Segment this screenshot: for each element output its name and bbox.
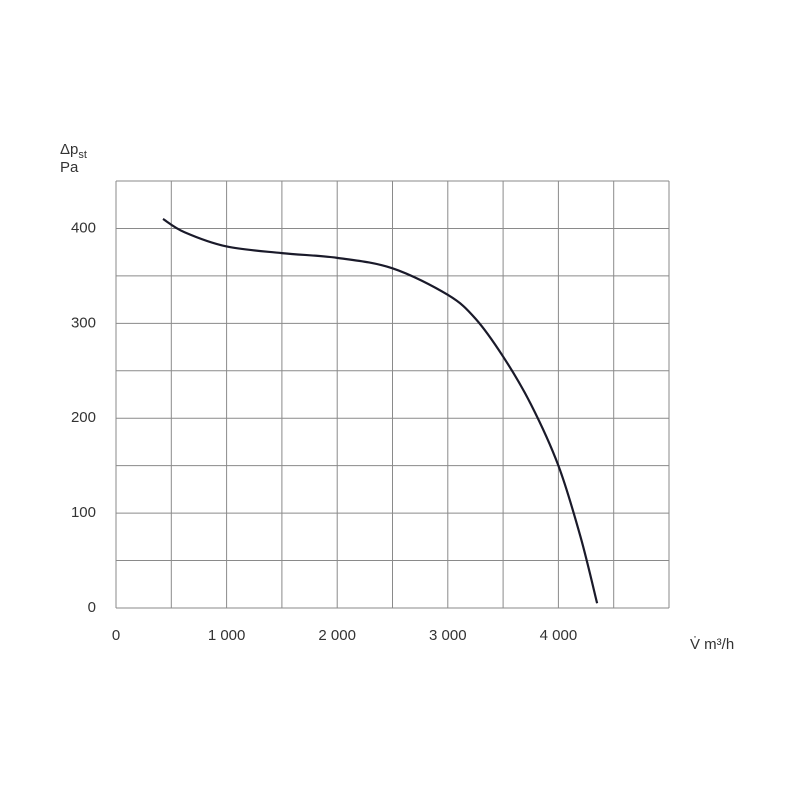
y-tick-label: 0 [88,599,96,616]
y-tick-label: 100 [71,504,96,521]
curve [162,218,599,604]
y-tick-label: 300 [71,314,96,331]
x-axis-label: V̇ m³/h [690,636,734,653]
x-tick-label: 0 [112,627,120,644]
y-tick-label: 200 [71,409,96,426]
x-tick-label: 3 000 [429,627,467,644]
y-axis-unit: Pa [60,159,79,176]
x-tick-label: 4 000 [540,627,578,644]
y-label-sub: st [78,149,87,161]
y-label-main: Δp [60,141,78,158]
y-tick-label: 400 [71,219,96,236]
y-axis-label: Δpst [60,141,87,161]
x-tick-label: 1 000 [208,627,246,644]
x-tick-label: 2 000 [318,627,356,644]
